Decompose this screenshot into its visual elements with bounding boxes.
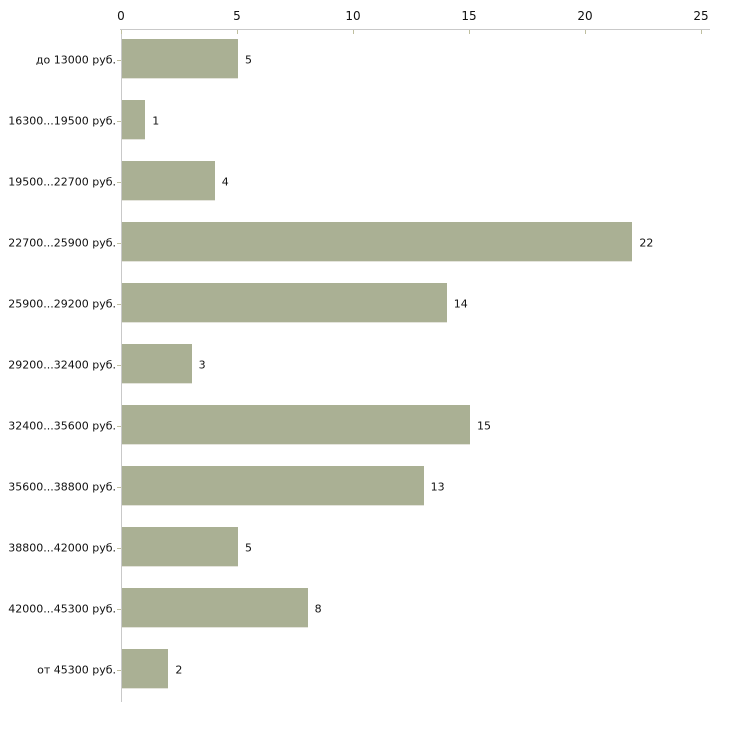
x-tick-mark bbox=[701, 30, 702, 34]
x-axis-line bbox=[120, 29, 710, 30]
bar bbox=[122, 100, 146, 140]
bar-row: 42000...45300 руб. 8 bbox=[0, 578, 730, 639]
category-label: 29200...32400 руб. bbox=[8, 358, 116, 371]
category-tick-mark bbox=[117, 59, 121, 61]
category-tick-mark bbox=[117, 181, 121, 183]
x-tick-label: 20 bbox=[577, 9, 593, 23]
value-label: 22 bbox=[639, 236, 654, 249]
bar bbox=[122, 39, 238, 79]
x-tick-label: 25 bbox=[693, 9, 709, 23]
y-axis-line bbox=[121, 29, 122, 702]
bar-row: 29200...32400 руб. 3 bbox=[0, 334, 730, 395]
bar-row: 19500...22700 руб. 4 bbox=[0, 151, 730, 212]
bar bbox=[122, 222, 633, 262]
x-tick-mark bbox=[469, 30, 470, 34]
bar bbox=[122, 283, 447, 323]
category-tick-mark bbox=[117, 425, 121, 427]
x-tick-mark bbox=[353, 30, 354, 34]
value-label: 14 bbox=[453, 297, 468, 310]
category-label: 35600...38800 руб. bbox=[8, 480, 116, 493]
x-tick-mark bbox=[237, 30, 238, 34]
category-tick-mark bbox=[117, 486, 121, 488]
value-label: 1 bbox=[152, 114, 160, 127]
bar-row: 22700...25900 руб. 22 bbox=[0, 212, 730, 273]
value-label: 3 bbox=[198, 358, 206, 371]
value-label: 4 bbox=[221, 175, 229, 188]
bar bbox=[122, 161, 215, 201]
category-label: 25900...29200 руб. bbox=[8, 297, 116, 310]
category-label: от 45300 руб. bbox=[37, 663, 116, 676]
category-tick-mark bbox=[117, 120, 121, 122]
bar-row: 25900...29200 руб. 14 bbox=[0, 273, 730, 334]
category-label: 22700...25900 руб. bbox=[8, 236, 116, 249]
x-tick-label: 15 bbox=[461, 9, 477, 23]
category-tick-mark bbox=[117, 547, 121, 549]
value-label: 8 bbox=[314, 602, 322, 615]
category-tick-mark bbox=[117, 303, 121, 305]
category-label: 42000...45300 руб. bbox=[8, 602, 116, 615]
value-label: 15 bbox=[477, 419, 491, 432]
bar-row: 32400...35600 руб. 15 bbox=[0, 395, 730, 456]
bar bbox=[122, 344, 192, 384]
category-tick-mark bbox=[117, 669, 121, 671]
category-tick-mark bbox=[117, 608, 121, 610]
bar-row: 38800...42000 руб. 5 bbox=[0, 517, 730, 578]
category-label: 38800...42000 руб. bbox=[8, 541, 116, 554]
bar bbox=[122, 405, 470, 445]
category-tick-mark bbox=[117, 242, 121, 244]
bar-row: от 45300 руб. 2 bbox=[0, 639, 730, 700]
category-label: 32400...35600 руб. bbox=[8, 419, 116, 432]
x-tick-mark bbox=[121, 30, 122, 34]
category-label: 16300...19500 руб. bbox=[8, 114, 116, 127]
value-label: 13 bbox=[430, 480, 445, 493]
bar-row: 35600...38800 руб. 13 bbox=[0, 456, 730, 517]
value-label: 5 bbox=[245, 53, 252, 66]
category-label: до 13000 руб. bbox=[35, 53, 116, 66]
bar bbox=[122, 649, 169, 689]
value-label: 2 bbox=[175, 663, 183, 676]
x-tick-label: 10 bbox=[345, 9, 361, 23]
x-tick-label: 0 bbox=[117, 9, 125, 23]
bar-row: 16300...19500 руб. 1 bbox=[0, 90, 730, 151]
bar bbox=[122, 466, 424, 506]
x-tick-label: 5 bbox=[233, 9, 241, 23]
x-tick-mark bbox=[585, 30, 586, 34]
bar-row: до 13000 руб. 5 bbox=[0, 29, 730, 90]
value-label: 5 bbox=[245, 541, 252, 554]
bar bbox=[122, 588, 308, 628]
bar bbox=[122, 527, 238, 567]
category-label: 19500...22700 руб. bbox=[8, 175, 116, 188]
category-tick-mark bbox=[117, 364, 121, 366]
